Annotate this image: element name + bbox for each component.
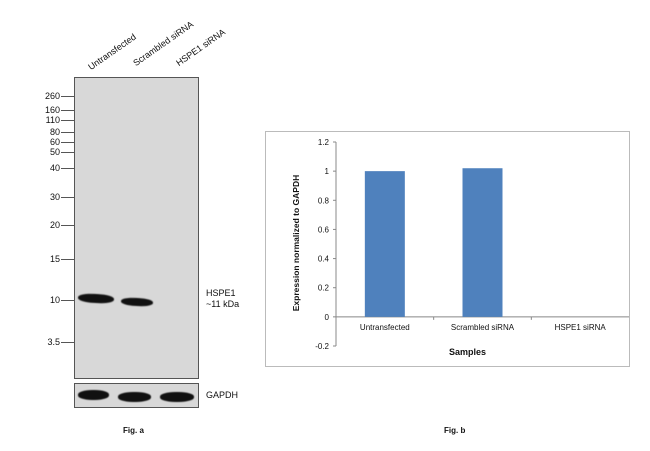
- bar-untransfected: [364, 171, 405, 317]
- marker-label-3.5: 3.5: [47, 337, 60, 347]
- marker-tick: [61, 110, 74, 111]
- x-tick-label: HSPE1 siRNA: [555, 323, 607, 332]
- y-tick-label: -0.2: [315, 342, 329, 351]
- western-blot-gapdh: [74, 383, 199, 408]
- marker-tick: [61, 259, 74, 260]
- chart-frame: [265, 131, 630, 367]
- y-tick-label: 1: [325, 167, 330, 176]
- gapdh-band-3: [160, 392, 194, 402]
- western-blot-hspe1: [74, 77, 199, 379]
- marker-tick: [61, 168, 74, 169]
- marker-label-50: 50: [49, 147, 60, 157]
- band-label: HSPE1 ~11 kDa: [206, 288, 239, 310]
- y-tick-label: 0.2: [318, 284, 330, 293]
- marker-label-80: 80: [49, 127, 60, 137]
- marker-tick: [61, 197, 74, 198]
- x-tick-label: Scrambled siRNA: [451, 323, 515, 332]
- fig-a-caption: Fig. a: [123, 426, 144, 435]
- marker-label-15: 15: [49, 254, 60, 264]
- gapdh-band-2: [118, 392, 151, 402]
- y-tick-label: 0.6: [318, 225, 330, 234]
- bar-scrambled-sirna: [462, 168, 503, 317]
- marker-tick: [61, 120, 74, 121]
- gapdh-label: GAPDH: [206, 390, 239, 400]
- band-name: HSPE1: [206, 288, 236, 298]
- fig-b-caption: Fig. b: [444, 426, 466, 435]
- y-tick-label: 0: [325, 313, 330, 322]
- x-tick-label: Untransfected: [360, 323, 410, 332]
- marker-tick: [61, 300, 74, 301]
- marker-label-20: 20: [49, 220, 60, 230]
- marker-tick: [61, 132, 74, 133]
- marker-label-10: 10: [49, 295, 60, 305]
- marker-label-260: 260: [44, 91, 60, 101]
- marker-label-110: 110: [45, 115, 60, 125]
- marker-tick: [61, 225, 74, 226]
- gapdh-band-1: [78, 390, 109, 400]
- marker-label-30: 30: [49, 192, 60, 202]
- x-axis-title: Samples: [449, 347, 486, 357]
- y-tick-label: 1.2: [318, 138, 330, 147]
- y-tick-label: 0.8: [318, 196, 330, 205]
- marker-tick: [61, 342, 74, 343]
- marker-tick: [61, 96, 74, 97]
- marker-tick: [61, 152, 74, 153]
- marker-label-60: 60: [49, 137, 60, 147]
- y-tick-label: 0.4: [318, 255, 330, 264]
- marker-label-40: 40: [49, 163, 60, 173]
- marker-label-160: 160: [44, 105, 60, 115]
- marker-tick: [61, 142, 74, 143]
- band-size: ~11 kDa: [206, 299, 240, 309]
- y-axis-title: Expression normalized to GAPDH: [291, 175, 301, 312]
